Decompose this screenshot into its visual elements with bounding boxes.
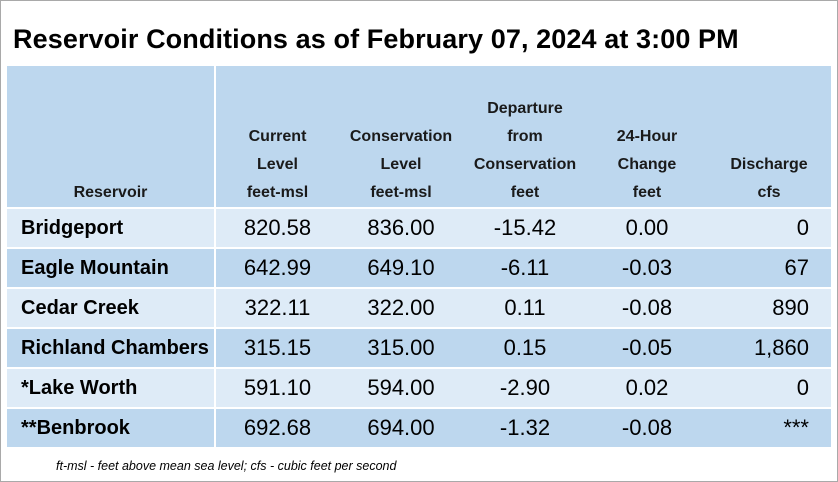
- current-level-cell: 692.68: [215, 408, 339, 447]
- reservoir-name: **Benbrook: [7, 408, 216, 447]
- table-body: Bridgeport 820.58 836.00 -15.42 0.00 0 E…: [7, 208, 831, 447]
- departure-cell: -1.32: [463, 408, 587, 447]
- column-header-reservoir: Reservoir: [7, 66, 216, 208]
- reservoir-name: Cedar Creek: [7, 288, 216, 328]
- column-header-discharge: Discharge cfs: [707, 66, 831, 208]
- change-cell: -0.03: [587, 248, 707, 288]
- conservation-level-cell: 836.00: [339, 208, 463, 248]
- reservoir-name: Richland Chambers: [7, 328, 216, 368]
- departure-cell: -15.42: [463, 208, 587, 248]
- discharge-cell: ***: [707, 408, 831, 447]
- table-row: Eagle Mountain 642.99 649.10 -6.11 -0.03…: [7, 248, 831, 288]
- header-line: from: [507, 128, 543, 145]
- change-cell: -0.08: [587, 408, 707, 447]
- reservoir-name: *Lake Worth: [7, 368, 216, 408]
- column-header-current-level: Current Level feet-msl: [215, 66, 339, 208]
- header-line: Level: [380, 156, 422, 173]
- header-line: feet-msl: [246, 184, 309, 201]
- change-cell: 0.00: [587, 208, 707, 248]
- reservoir-name: Bridgeport: [7, 208, 216, 248]
- footnote: ft-msl - feet above mean sea level; cfs …: [56, 459, 397, 473]
- header-line: Change: [617, 156, 677, 173]
- table-row: Bridgeport 820.58 836.00 -15.42 0.00 0: [7, 208, 831, 248]
- departure-cell: -6.11: [463, 248, 587, 288]
- discharge-cell: 890: [707, 288, 831, 328]
- discharge-cell: 1,860: [707, 328, 831, 368]
- change-cell: 0.02: [587, 368, 707, 408]
- header-line: cfs: [757, 184, 781, 201]
- table-row: **Benbrook 692.68 694.00 -1.32 -0.08 ***: [7, 408, 831, 447]
- conservation-level-cell: 322.00: [339, 288, 463, 328]
- discharge-cell: 0: [707, 208, 831, 248]
- column-header-conservation-level: Conservation Level feet-msl: [339, 66, 463, 208]
- header-line: feet: [510, 184, 540, 201]
- current-level-cell: 591.10: [215, 368, 339, 408]
- header-line: 24-Hour: [616, 128, 678, 145]
- discharge-cell: 0: [707, 368, 831, 408]
- change-cell: -0.08: [587, 288, 707, 328]
- change-cell: -0.05: [587, 328, 707, 368]
- departure-cell: 0.11: [463, 288, 587, 328]
- table-row: Cedar Creek 322.11 322.00 0.11 -0.08 890: [7, 288, 831, 328]
- header-line: Conservation: [349, 128, 453, 145]
- conservation-level-cell: 315.00: [339, 328, 463, 368]
- departure-cell: 0.15: [463, 328, 587, 368]
- reservoir-table: Reservoir Current Level feet-msl Conserv…: [7, 66, 831, 447]
- conservation-level-cell: 694.00: [339, 408, 463, 447]
- column-header-24-hour-change: 24-Hour Change feet: [587, 66, 707, 208]
- discharge-cell: 67: [707, 248, 831, 288]
- current-level-cell: 322.11: [215, 288, 339, 328]
- header-line: Reservoir: [73, 184, 148, 201]
- current-level-cell: 315.15: [215, 328, 339, 368]
- table-row: *Lake Worth 591.10 594.00 -2.90 0.02 0: [7, 368, 831, 408]
- header-row: Reservoir Current Level feet-msl Conserv…: [7, 66, 831, 208]
- page-title: Reservoir Conditions as of February 07, …: [13, 24, 739, 54]
- reservoir-name: Eagle Mountain: [7, 248, 216, 288]
- conservation-level-cell: 649.10: [339, 248, 463, 288]
- departure-cell: -2.90: [463, 368, 587, 408]
- column-header-departure: Departure from Conservation feet: [463, 66, 587, 208]
- table-header: Reservoir Current Level feet-msl Conserv…: [7, 66, 831, 208]
- header-line: Level: [257, 156, 298, 173]
- header-line: Current: [248, 128, 307, 145]
- header-line: Departure: [487, 100, 563, 117]
- current-level-cell: 820.58: [215, 208, 339, 248]
- current-level-cell: 642.99: [215, 248, 339, 288]
- header-line: Discharge: [730, 156, 808, 173]
- header-line: feet: [632, 184, 662, 201]
- header-line: Conservation: [473, 156, 577, 173]
- table-row: Richland Chambers 315.15 315.00 0.15 -0.…: [7, 328, 831, 368]
- header-line: feet-msl: [370, 184, 432, 201]
- conservation-level-cell: 594.00: [339, 368, 463, 408]
